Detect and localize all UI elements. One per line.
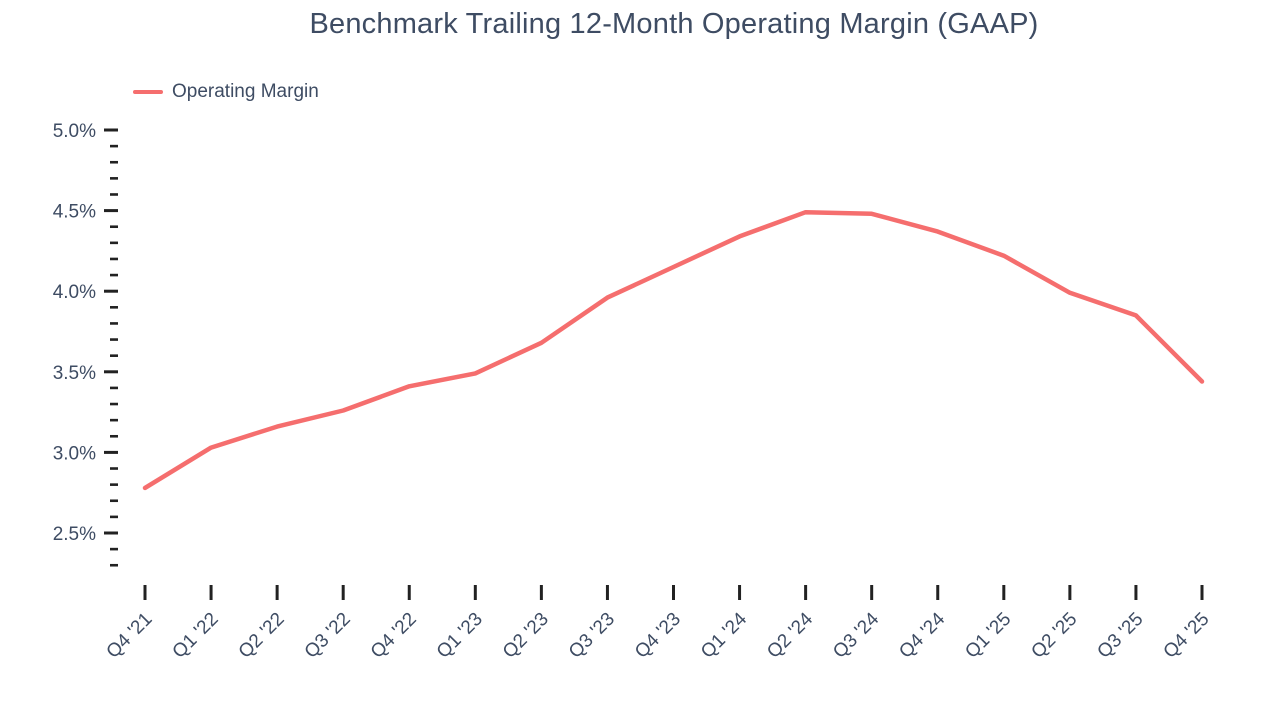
x-axis-tick-label: Q1 '22 <box>169 609 223 663</box>
x-axis-tick-label: Q1 '25 <box>961 609 1015 663</box>
x-axis-tick-label: Q3 '23 <box>565 609 619 663</box>
series-line-operating-margin <box>142 209 1205 491</box>
x-axis-tick-label: Q4 '22 <box>367 609 421 663</box>
y-axis-tick-label: 3.5% <box>53 363 96 384</box>
x-axis-tick-label: Q3 '24 <box>829 608 883 662</box>
y-axis-tick-label: 5.0% <box>53 121 96 142</box>
x-axis-tick-label: Q4 '21 <box>103 609 157 663</box>
x-axis-tick-label: Q2 '22 <box>235 609 289 663</box>
y-axis-tick-label: 2.5% <box>53 524 96 545</box>
x-axis-tick-label: Q3 '22 <box>301 609 355 663</box>
x-axis-tick-label: Q2 '23 <box>499 609 553 663</box>
x-axis-tick-label: Q1 '23 <box>433 609 487 663</box>
y-axis-tick-label: 4.0% <box>53 282 96 303</box>
legend-line-swatch <box>133 89 163 95</box>
chart-title: Benchmark Trailing 12-Month Operating Ma… <box>309 8 1039 40</box>
x-axis-tick-label: Q2 '24 <box>763 608 817 662</box>
legend: Operating Margin <box>133 81 319 103</box>
x-axis-tick-label: Q4 '24 <box>895 608 949 662</box>
x-axis-tick-label: Q2 '25 <box>1027 609 1081 663</box>
y-axis-tick-label: 3.0% <box>53 443 96 464</box>
x-axis-tick-label: Q4 '23 <box>631 609 685 663</box>
legend-label: Operating Margin <box>172 81 319 102</box>
y-axis-tick-label: 4.5% <box>53 202 96 223</box>
x-axis-tick-label: Q4 '25 <box>1160 609 1214 663</box>
x-axis-tick-label: Q3 '25 <box>1093 609 1147 663</box>
x-axis-tick-label: Q1 '24 <box>697 608 751 662</box>
